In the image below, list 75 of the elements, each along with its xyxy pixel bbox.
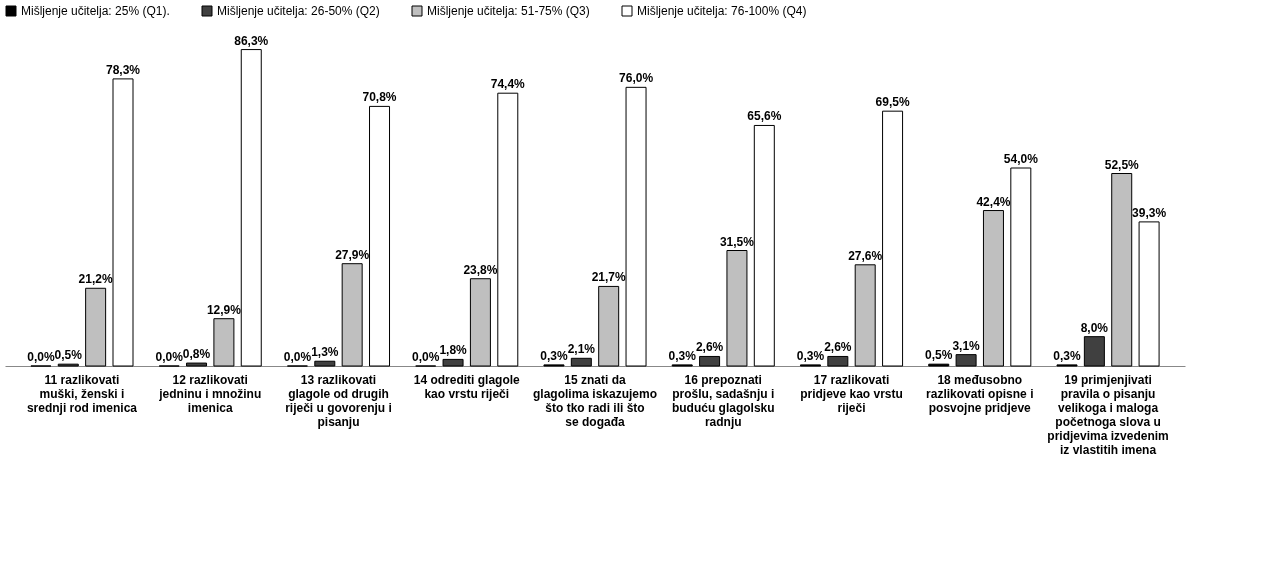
bar: [112, 78, 134, 367]
data-label: 0,3%: [540, 348, 568, 363]
data-label: 74,4%: [490, 77, 526, 92]
legend-label: Mišljenje učitelja: 76-100% (Q4): [637, 4, 807, 18]
x-tick-label: 17 razlikovati pridjeve kao vrstu riječi: [800, 372, 903, 415]
x-tick-label: 11 razlikovati muški, ženski i srednji rod imenica: [26, 372, 138, 415]
bar: [314, 360, 336, 367]
data-label: 0,5%: [925, 348, 953, 363]
data-label: 27,9%: [335, 247, 370, 262]
data-label: 0,0%: [27, 350, 55, 364]
bar: [598, 285, 620, 367]
data-label: 23,8%: [463, 262, 498, 277]
data-label: 8,0%: [1080, 320, 1109, 335]
data-label: 12,9%: [206, 302, 242, 317]
bar: [854, 264, 876, 367]
bar: [1138, 221, 1160, 367]
bar: [882, 110, 904, 367]
data-label: 52,5%: [1104, 157, 1140, 172]
data-label: 1,3%: [311, 345, 339, 360]
data-label: 27,6%: [848, 248, 883, 263]
data-label: 21,7%: [591, 270, 627, 285]
bar: [1111, 173, 1133, 367]
x-tick-label: 15 znati da glagolima iskazujemo što tko radi ili što se događa: [532, 372, 658, 429]
data-label: 2,1%: [567, 342, 596, 357]
data-label: 0,0%: [283, 350, 312, 364]
data-label: 69,5%: [875, 95, 910, 110]
data-label: 31,5%: [719, 234, 755, 249]
data-label: 0,3%: [668, 348, 697, 363]
data-label: 0,3%: [1053, 348, 1081, 363]
bar: [240, 49, 262, 367]
data-label: 2,6%: [695, 340, 724, 355]
data-label: 0,0%: [155, 350, 184, 364]
bar: [442, 358, 464, 367]
data-label: 3,1%: [952, 338, 981, 353]
bar: [1010, 167, 1032, 367]
bar: [1083, 336, 1105, 367]
data-label: 0,5%: [54, 348, 83, 363]
data-label: 86,3%: [234, 33, 269, 48]
bar: [827, 355, 849, 367]
x-tick-label: 14 odrediti glagole kao vrstu riječi: [413, 372, 521, 401]
x-tick-label: 12 razlikovati jedninu i množinu imenica: [158, 372, 262, 415]
data-label: 0,0%: [412, 350, 440, 364]
data-label: 65,6%: [747, 109, 782, 124]
bar: [341, 263, 363, 367]
bar: [213, 318, 235, 367]
bar: [369, 105, 391, 367]
data-label: 1,8%: [439, 343, 468, 358]
legend-label: Mišljenje učitelja: 25% (Q1).: [21, 4, 170, 18]
data-label: 21,2%: [78, 272, 113, 287]
data-label: 54,0%: [1003, 152, 1039, 166]
bar: [85, 287, 107, 367]
data-label: 76,0%: [619, 71, 654, 86]
data-label: 42,4%: [976, 194, 1011, 209]
data-label: 39,3%: [1132, 205, 1167, 220]
bar: [726, 250, 748, 367]
data-label: 78,3%: [105, 62, 141, 77]
bar: [497, 92, 519, 367]
bar: [982, 210, 1004, 367]
data-label: 70,8%: [362, 90, 397, 105]
data-label: 2,6%: [824, 340, 852, 355]
x-tick-label: 18 međusobno razlikovati opisne i posvojne pridjeve: [926, 372, 1034, 415]
bar: [955, 354, 977, 367]
bar: [469, 278, 491, 367]
bar: [625, 86, 647, 367]
legend-label: Mišljenje učitelja: 51-75% (Q3): [427, 4, 590, 18]
bar: [753, 124, 775, 367]
bar: [186, 362, 208, 367]
data-label: 0,8%: [182, 347, 211, 362]
data-label: 0,3%: [796, 348, 825, 363]
legend-label: Mišljenje učitelja: 26-50% (Q2): [217, 4, 380, 18]
x-tick-label: 13 razlikovati glagole od drugih riječi u govorenju i pisanju: [285, 372, 392, 429]
x-tick-label: 19 primjenjivati pravila o pisanju velikoga i maloga početnoga slova u pridjevima izvedenim iz vlastitih imena: [1047, 372, 1169, 457]
bar: [699, 355, 721, 367]
bar: [570, 357, 592, 367]
x-tick-label: 16 prepoznati prošlu, sadašnju i buduću glagolsku radnju: [671, 372, 775, 429]
